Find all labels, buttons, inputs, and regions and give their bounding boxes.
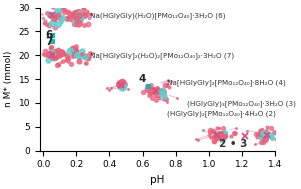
Text: (HGlyGly)₃[PMo₁₂O₄₀]·3H₂O (3): (HGlyGly)₃[PMo₁₂O₄₀]·3H₂O (3) [187, 101, 296, 107]
Y-axis label: n M* (mmol): n M* (mmol) [4, 51, 13, 107]
Text: 4: 4 [138, 74, 146, 84]
Text: Na(HGlyGly)(H₂O)[PMo₁₂O₄₀]·3H₂O (6): Na(HGlyGly)(H₂O)[PMo₁₂O₄₀]·3H₂O (6) [90, 12, 225, 19]
Text: 7: 7 [46, 37, 53, 47]
Text: 2 • 3: 2 • 3 [219, 139, 247, 149]
Text: 6: 6 [46, 30, 53, 40]
X-axis label: pH: pH [150, 175, 165, 185]
Text: Na[HGlyGly]₂[PMo₁₂O₄₀]·8H₂O (4): Na[HGlyGly]₂[PMo₁₂O₄₀]·8H₂O (4) [167, 80, 286, 86]
Text: Na[HGlyGly]₂(H₂O)₂[PMo₁₂O₄₀]₂·3H₂O (7): Na[HGlyGly]₂(H₂O)₂[PMo₁₂O₄₀]₂·3H₂O (7) [90, 52, 234, 59]
Text: (HGlyGly)₂[PMo₁₂O₄₀]·4H₂O (2): (HGlyGly)₂[PMo₁₂O₄₀]·4H₂O (2) [167, 110, 276, 117]
